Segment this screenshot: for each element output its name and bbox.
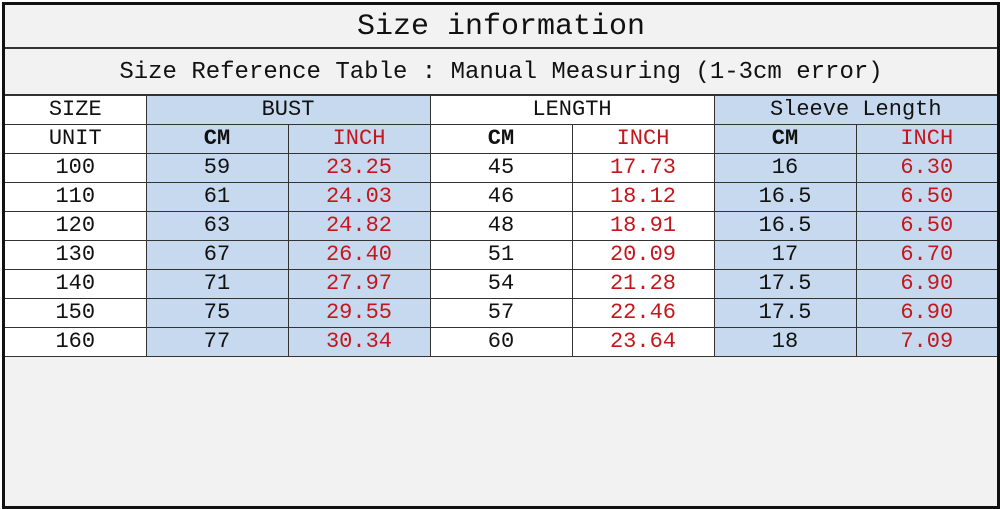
cell-length-cm: 57 (429, 298, 573, 328)
cell-bust-inch: 27.97 (287, 269, 431, 299)
unit-sleeve-inch: INCH (855, 124, 998, 154)
cell-bust-inch: 24.03 (287, 182, 431, 212)
cell-sleeve-inch: 6.70 (855, 240, 998, 270)
table-row: 140 71 27.97 54 21.28 17.5 6.90 (5, 269, 998, 299)
cell-length-cm: 46 (429, 182, 573, 212)
table-row: 120 63 24.82 48 18.91 16.5 6.50 (5, 211, 998, 241)
cell-sleeve-inch: 6.50 (855, 211, 998, 241)
table-row: 160 77 30.34 60 23.64 18 7.09 (5, 327, 998, 357)
cell-sleeve-cm: 17.5 (713, 269, 857, 299)
cell-length-inch: 20.09 (571, 240, 715, 270)
header-length: LENGTH (429, 96, 715, 125)
size-table: SIZE BUST LENGTH Sleeve Length UNIT CM I… (5, 96, 998, 357)
cell-length-cm: 54 (429, 269, 573, 299)
cell-size: 100 (5, 153, 147, 183)
cell-bust-cm: 71 (145, 269, 289, 299)
cell-bust-inch: 23.25 (287, 153, 431, 183)
table-row: 150 75 29.55 57 22.46 17.5 6.90 (5, 298, 998, 328)
header-sleeve-length: Sleeve Length (713, 96, 998, 125)
header-row-groups: SIZE BUST LENGTH Sleeve Length (5, 96, 998, 125)
cell-bust-cm: 59 (145, 153, 289, 183)
cell-bust-inch: 30.34 (287, 327, 431, 357)
cell-bust-cm: 75 (145, 298, 289, 328)
unit-bust-cm: CM (145, 124, 289, 154)
cell-sleeve-inch: 6.50 (855, 182, 998, 212)
cell-sleeve-cm: 18 (713, 327, 857, 357)
cell-size: 130 (5, 240, 147, 270)
cell-length-cm: 60 (429, 327, 573, 357)
cell-sleeve-inch: 6.30 (855, 153, 998, 183)
cell-length-cm: 45 (429, 153, 573, 183)
header-size: SIZE (5, 96, 147, 125)
cell-length-inch: 23.64 (571, 327, 715, 357)
cell-size: 160 (5, 327, 147, 357)
cell-length-cm: 48 (429, 211, 573, 241)
header-bust: BUST (145, 96, 431, 125)
cell-sleeve-cm: 17.5 (713, 298, 857, 328)
cell-size: 110 (5, 182, 147, 212)
cell-length-inch: 18.91 (571, 211, 715, 241)
unit-length-cm: CM (429, 124, 573, 154)
table-row: 110 61 24.03 46 18.12 16.5 6.50 (5, 182, 998, 212)
cell-length-inch: 21.28 (571, 269, 715, 299)
cell-sleeve-cm: 16.5 (713, 211, 857, 241)
cell-sleeve-cm: 17 (713, 240, 857, 270)
unit-bust-inch: INCH (287, 124, 431, 154)
cell-bust-cm: 61 (145, 182, 289, 212)
table-row: 130 67 26.40 51 20.09 17 6.70 (5, 240, 998, 270)
cell-bust-cm: 77 (145, 327, 289, 357)
cell-bust-cm: 67 (145, 240, 289, 270)
chart-title: Size information (5, 5, 997, 49)
table-row: 100 59 23.25 45 17.73 16 6.30 (5, 153, 998, 183)
unit-length-inch: INCH (571, 124, 715, 154)
cell-size: 150 (5, 298, 147, 328)
cell-length-inch: 22.46 (571, 298, 715, 328)
header-unit: UNIT (5, 124, 147, 154)
cell-sleeve-cm: 16.5 (713, 182, 857, 212)
cell-sleeve-cm: 16 (713, 153, 857, 183)
cell-bust-inch: 26.40 (287, 240, 431, 270)
cell-bust-cm: 63 (145, 211, 289, 241)
cell-bust-inch: 24.82 (287, 211, 431, 241)
chart-subtitle: Size Reference Table : Manual Measuring … (5, 49, 997, 96)
cell-sleeve-inch: 6.90 (855, 298, 998, 328)
cell-length-cm: 51 (429, 240, 573, 270)
cell-size: 140 (5, 269, 147, 299)
cell-size: 120 (5, 211, 147, 241)
cell-length-inch: 17.73 (571, 153, 715, 183)
cell-sleeve-inch: 7.09 (855, 327, 998, 357)
unit-sleeve-cm: CM (713, 124, 857, 154)
header-row-units: UNIT CM INCH CM INCH CM INCH (5, 124, 998, 154)
cell-bust-inch: 29.55 (287, 298, 431, 328)
cell-sleeve-inch: 6.90 (855, 269, 998, 299)
cell-length-inch: 18.12 (571, 182, 715, 212)
